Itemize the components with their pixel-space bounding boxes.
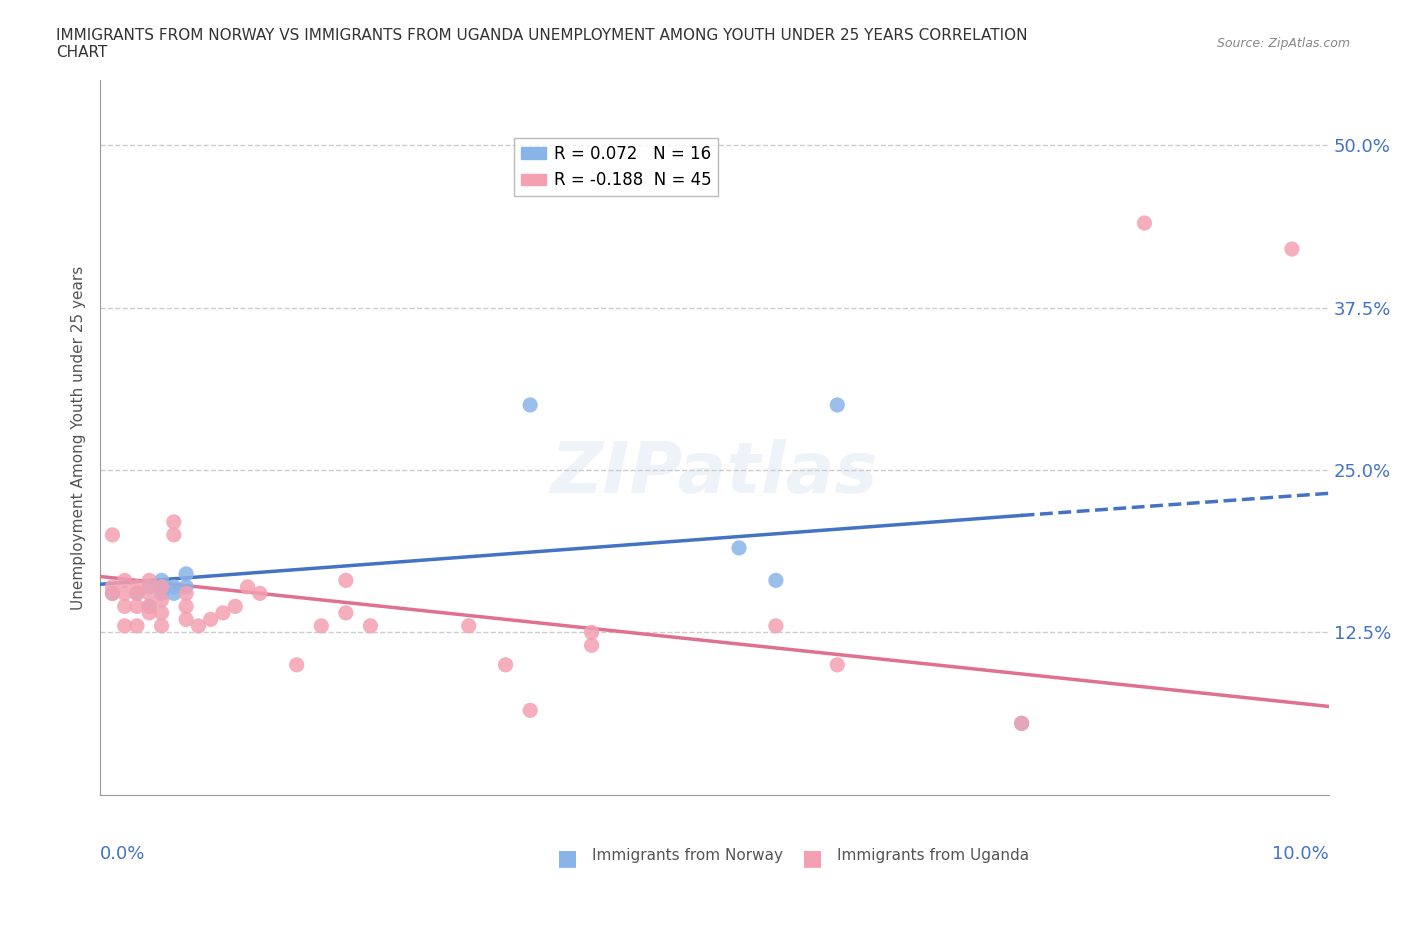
Point: [138, 599, 160, 614]
Point: [150, 579, 173, 594]
Point: [114, 586, 136, 601]
Point: [174, 599, 197, 614]
Point: [519, 397, 541, 412]
Point: [138, 579, 160, 594]
Point: [125, 579, 148, 594]
Point: [125, 599, 148, 614]
Point: [581, 638, 603, 653]
Point: [163, 527, 186, 542]
Point: [101, 527, 124, 542]
Point: [101, 586, 124, 601]
Point: [101, 579, 124, 594]
Point: [163, 586, 186, 601]
Point: [187, 618, 209, 633]
Point: [125, 586, 148, 601]
Point: [138, 573, 160, 588]
Point: [174, 566, 197, 581]
Point: [249, 586, 271, 601]
Point: [495, 658, 517, 672]
Point: [1011, 716, 1033, 731]
Point: [163, 579, 186, 594]
Point: [138, 605, 160, 620]
Point: [212, 605, 235, 620]
Point: [1281, 242, 1303, 257]
Point: [174, 586, 197, 601]
Text: Immigrants from Norway: Immigrants from Norway: [592, 848, 783, 863]
Text: IMMIGRANTS FROM NORWAY VS IMMIGRANTS FROM UGANDA UNEMPLOYMENT AMONG YOUTH UNDER : IMMIGRANTS FROM NORWAY VS IMMIGRANTS FRO…: [56, 28, 1028, 60]
Point: [224, 599, 246, 614]
Point: [150, 586, 173, 601]
Text: 0.0%: 0.0%: [100, 844, 145, 863]
Point: [114, 599, 136, 614]
Point: [827, 658, 849, 672]
Text: Immigrants from Uganda: Immigrants from Uganda: [838, 848, 1029, 863]
Point: [827, 397, 849, 412]
Point: [335, 605, 357, 620]
Point: [200, 612, 222, 627]
Point: [311, 618, 333, 633]
Point: [150, 605, 173, 620]
Point: [728, 540, 751, 555]
Point: [174, 579, 197, 594]
Text: Source: ZipAtlas.com: Source: ZipAtlas.com: [1216, 37, 1350, 50]
Point: [335, 573, 357, 588]
Point: [138, 586, 160, 601]
Text: 10.0%: 10.0%: [1272, 844, 1329, 863]
Point: [359, 618, 381, 633]
Point: [125, 586, 148, 601]
Point: [150, 573, 173, 588]
Point: [581, 625, 603, 640]
Legend: R = 0.072   N = 16, R = -0.188  N = 45: R = 0.072 N = 16, R = -0.188 N = 45: [515, 139, 718, 196]
Point: [457, 618, 479, 633]
Point: [114, 573, 136, 588]
Point: [138, 599, 160, 614]
Text: ■: ■: [803, 848, 824, 869]
Point: [1133, 216, 1156, 231]
Point: [236, 579, 259, 594]
Point: [114, 618, 136, 633]
Point: [125, 618, 148, 633]
Point: [150, 579, 173, 594]
Point: [519, 703, 541, 718]
Text: ZIPatlas: ZIPatlas: [551, 439, 879, 508]
Point: [1011, 716, 1033, 731]
Point: [150, 618, 173, 633]
Point: [285, 658, 308, 672]
Point: [174, 612, 197, 627]
Point: [101, 586, 124, 601]
Point: [765, 573, 787, 588]
Point: [163, 514, 186, 529]
Text: ■: ■: [557, 848, 578, 869]
Y-axis label: Unemployment Among Youth under 25 years: Unemployment Among Youth under 25 years: [72, 265, 86, 609]
Point: [765, 618, 787, 633]
Point: [150, 592, 173, 607]
